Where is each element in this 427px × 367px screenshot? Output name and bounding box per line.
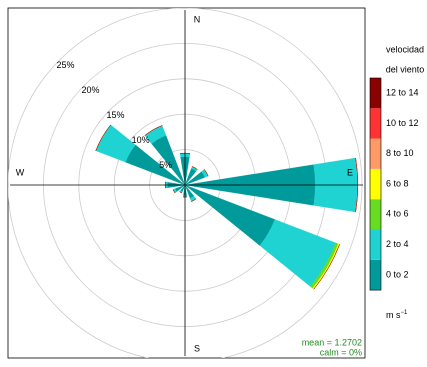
compass-label: S — [194, 343, 200, 353]
r-tick-label: 5% — [159, 160, 172, 170]
legend-swatch — [370, 230, 381, 260]
unit-exponent: −1 — [401, 310, 409, 316]
legend-swatch — [370, 78, 381, 108]
unit-label: m s−1 — [386, 310, 408, 321]
petals — [96, 125, 358, 289]
legend-swatch — [370, 108, 381, 138]
legend-swatch — [370, 199, 381, 229]
legend-label: 4 to 6 — [386, 209, 409, 219]
legend-label: 12 to 14 — [386, 88, 419, 98]
compass-label: E — [347, 167, 353, 177]
legend-label: 2 to 4 — [386, 239, 409, 249]
legend-swatch — [370, 169, 381, 199]
legend-label: 10 to 12 — [386, 118, 419, 128]
legend-label: 8 to 10 — [386, 148, 414, 158]
legend-title: velocidad — [386, 44, 424, 54]
r-tick-label: 15% — [107, 110, 125, 120]
petal-segment — [260, 220, 336, 287]
unit-text: m s — [386, 310, 401, 320]
r-tick-label: 20% — [82, 85, 100, 95]
legend-swatch — [370, 260, 381, 290]
annotation: calm = 0% — [320, 347, 362, 357]
legend-swatch — [370, 139, 381, 169]
compass-label: W — [16, 167, 25, 177]
legend-title: del viento — [386, 64, 425, 74]
compass-label: N — [194, 14, 201, 24]
r-tick-label: 10% — [132, 135, 150, 145]
legend-label: 0 to 2 — [386, 269, 409, 279]
r-tick-label: 25% — [56, 60, 74, 70]
legend-label: 6 to 8 — [386, 178, 409, 188]
annotation: mean = 1.2702 — [302, 337, 362, 347]
